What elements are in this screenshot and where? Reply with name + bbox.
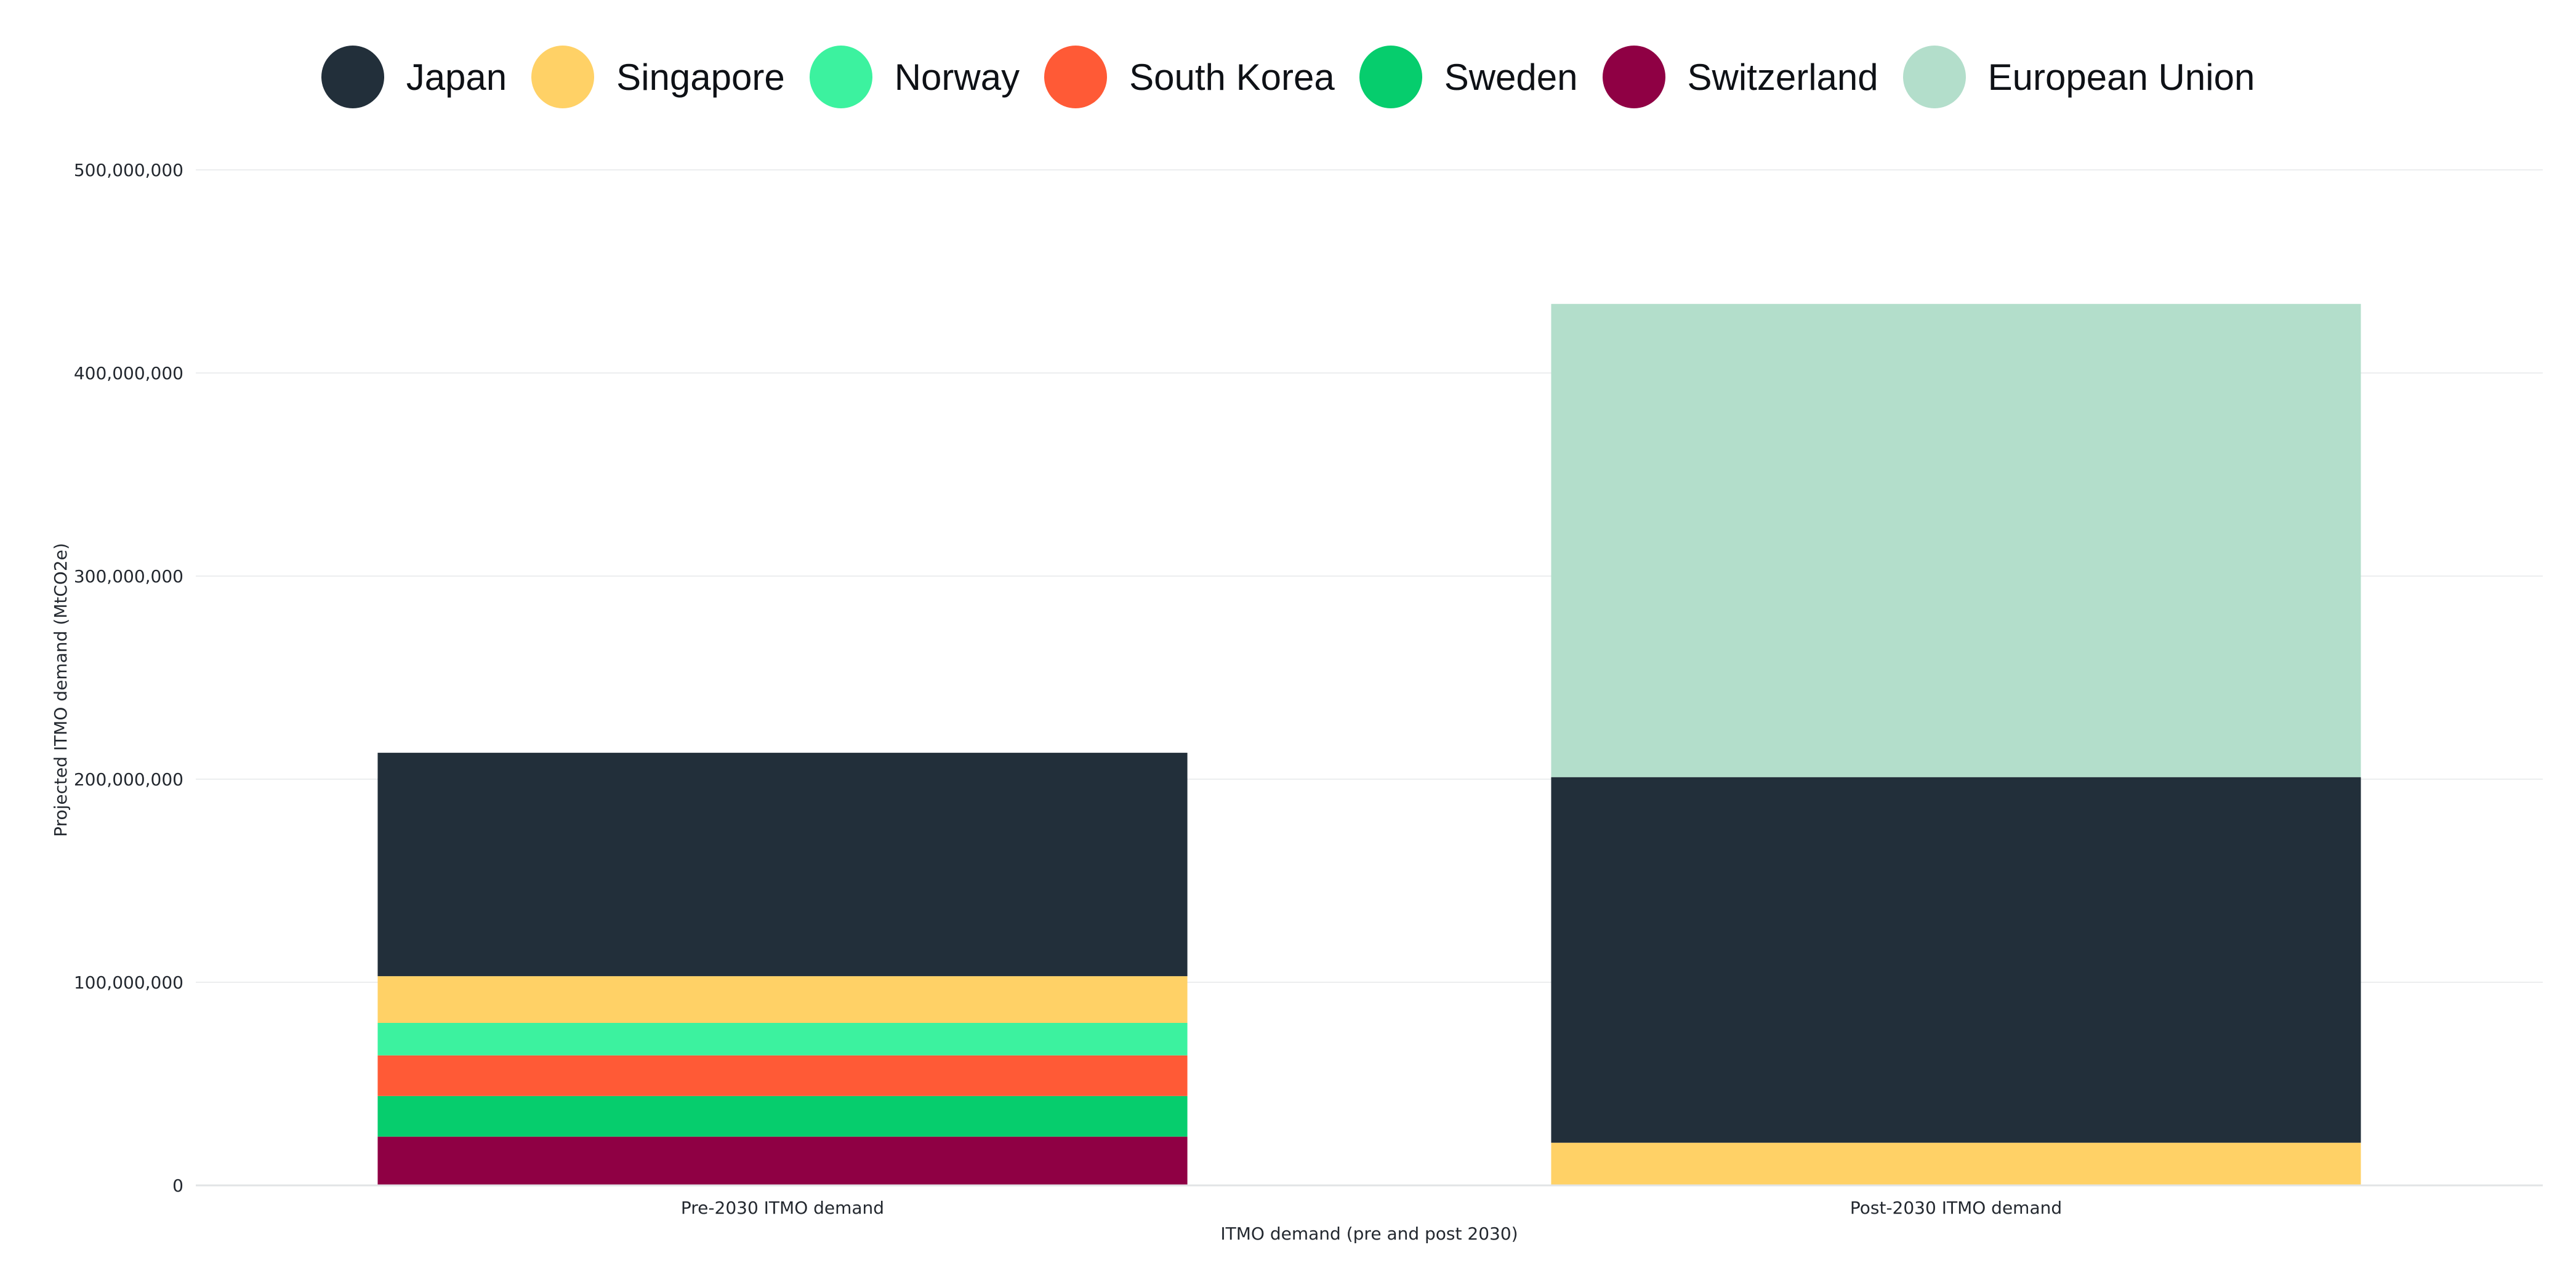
legend-label-norway: Norway	[894, 56, 1020, 98]
y-tick-label: 300,000,000	[74, 566, 183, 587]
x-axis-title: ITMO demand (pre and post 2030)	[1220, 1224, 1518, 1244]
y-axis-title: Projected ITMO demand (MtCO2e)	[50, 543, 71, 837]
legend-label-sweden: Sweden	[1444, 56, 1578, 98]
bar-segment-japan-pre-2030-itmo-demand[interactable]	[377, 753, 1188, 977]
legend-item-south-korea[interactable]: South Korea	[1044, 46, 1335, 108]
legend-swatch-norway	[809, 46, 872, 108]
bar-segment-sweden-pre-2030-itmo-demand[interactable]	[377, 1096, 1188, 1137]
y-tick-label: 200,000,000	[74, 769, 183, 790]
bar-segment-norway-pre-2030-itmo-demand[interactable]	[377, 1023, 1188, 1056]
legend-label-south-korea: South Korea	[1129, 56, 1335, 98]
bar-segment-japan-post-2030-itmo-demand[interactable]	[1551, 777, 2361, 1143]
legend-swatch-sweden	[1359, 46, 1422, 108]
x-tick-label: Pre-2030 ITMO demand	[681, 1198, 884, 1218]
y-tick-label: 500,000,000	[74, 160, 183, 180]
legend-swatch-european-union	[1902, 46, 1966, 108]
bar-segments	[377, 303, 2361, 1185]
legend-swatch-switzerland	[1602, 46, 1665, 108]
x-axis-ticks: Pre-2030 ITMO demand Post-2030 ITMO deman…	[681, 1198, 2062, 1218]
legend-label-european-union: European Union	[1987, 56, 2255, 98]
legend-item-singapore[interactable]: Singapore	[531, 46, 785, 108]
legend-item-european-union[interactable]: European Union	[1902, 46, 2255, 108]
legend-item-switzerland[interactable]: Switzerland	[1602, 46, 1878, 108]
bar-segment-switzerland-pre-2030-itmo-demand[interactable]	[377, 1136, 1188, 1185]
y-tick-label: 400,000,000	[74, 363, 183, 383]
legend-label-japan: Japan	[406, 56, 507, 98]
legend-swatch-japan	[321, 46, 384, 108]
chart-legend: Japan Singapore Norway South Korea Sweden Swi…	[0, 43, 2576, 111]
legend-item-japan[interactable]: Japan	[321, 46, 507, 108]
legend-label-switzerland: Switzerland	[1687, 56, 1878, 98]
bar-segment-south-korea-pre-2030-itmo-demand[interactable]	[377, 1055, 1188, 1096]
bar-segment-european-union-post-2030-itmo-demand[interactable]	[1551, 303, 2361, 777]
legend-item-sweden[interactable]: Sweden	[1359, 46, 1578, 108]
bar-segment-singapore-pre-2030-itmo-demand[interactable]	[377, 976, 1188, 1023]
legend-label-singapore: Singapore	[616, 56, 785, 98]
legend-swatch-south-korea	[1044, 46, 1108, 108]
y-tick-label: 100,000,000	[74, 972, 183, 993]
legend-swatch-singapore	[531, 46, 595, 108]
y-tick-label: 0	[172, 1176, 183, 1196]
bar-segment-singapore-post-2030-itmo-demand[interactable]	[1551, 1142, 2361, 1185]
x-tick-label: Post-2030 ITMO demand	[1850, 1198, 2062, 1218]
legend-item-norway[interactable]: Norway	[809, 46, 1020, 108]
y-axis-ticks: 0 100,000,000 200,000,000 300,000,000 400,00…	[74, 160, 183, 1196]
